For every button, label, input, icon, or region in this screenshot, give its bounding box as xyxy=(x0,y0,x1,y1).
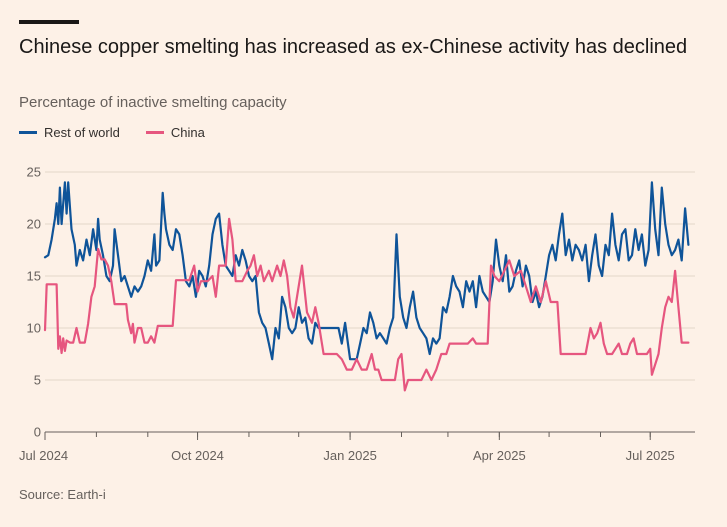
legend-item-rest-of-world: Rest of world xyxy=(19,125,120,140)
chart-title: Chinese copper smelting has increased as… xyxy=(19,36,688,58)
y-tick-label: 5 xyxy=(34,373,41,388)
y-tick-label: 20 xyxy=(27,217,41,232)
gridlines xyxy=(45,171,695,433)
source-note: Source: Earth-i xyxy=(19,487,106,502)
y-axis: 0 5 10 15 20 25 xyxy=(27,165,41,440)
y-tick-label: 10 xyxy=(27,321,41,336)
chart-subtitle: Percentage of inactive smelting capacity xyxy=(19,94,287,111)
legend-item-china: China xyxy=(145,125,205,140)
series-lines xyxy=(43,181,690,392)
y-tick-label: 0 xyxy=(34,425,41,440)
x-tick-label: Apr 2025 xyxy=(473,448,526,463)
y-tick-label: 25 xyxy=(27,165,41,180)
header-accent-bar xyxy=(19,20,79,24)
y-tick-label: 15 xyxy=(27,269,41,284)
legend: Rest of world China xyxy=(19,125,205,140)
x-tick-label: Jul 2024 xyxy=(19,448,68,463)
x-tick-label: Jul 2025 xyxy=(626,448,675,463)
legend-label-china: China xyxy=(170,125,205,140)
legend-swatch-rest-of-world xyxy=(19,131,37,134)
legend-swatch-china xyxy=(145,131,164,134)
series-line-china xyxy=(43,217,690,392)
legend-label-rest-of-world: Rest of world xyxy=(44,125,120,140)
x-tick-label: Oct 2024 xyxy=(171,448,224,463)
x-axis: Jul 2024 Oct 2024 Jan 2025 Apr 2025 Jul 2025 xyxy=(19,432,675,463)
x-tick-label: Jan 2025 xyxy=(323,448,377,463)
